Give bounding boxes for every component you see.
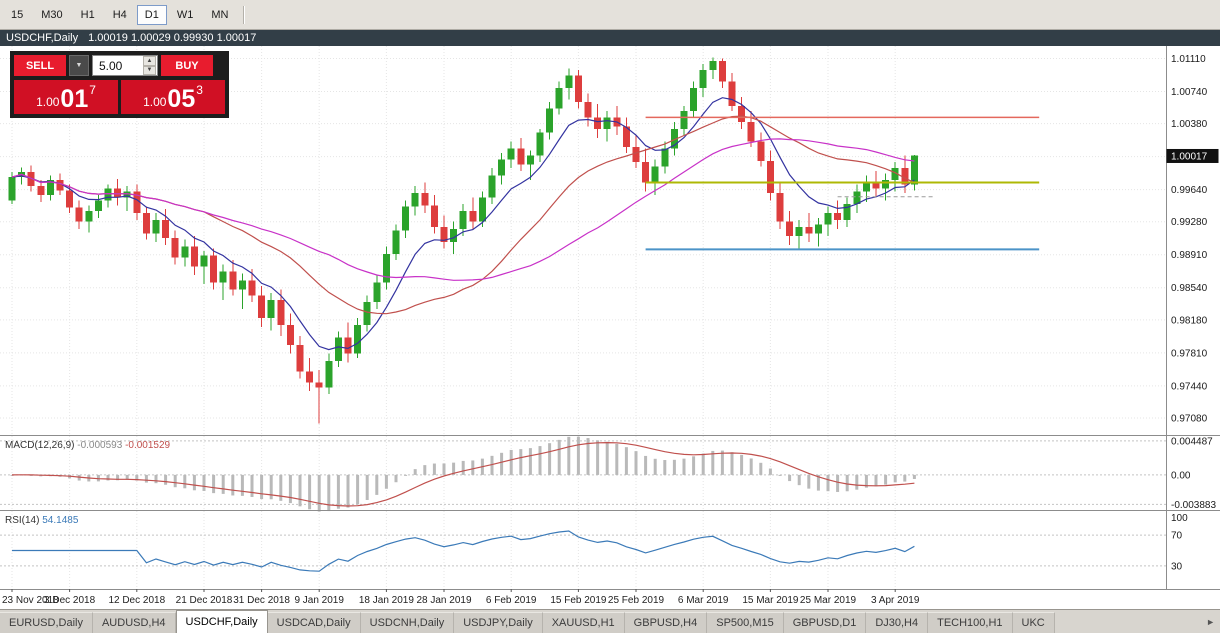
- date-axis-label: 25 Mar 2019: [800, 595, 857, 606]
- timeframe-button-D1[interactable]: D1: [136, 4, 167, 25]
- current-price-label: 1.00017: [1171, 151, 1208, 162]
- timeframe-button-W1[interactable]: W1: [176, 8, 194, 21]
- timeframe-button-H4[interactable]: H4: [112, 8, 127, 21]
- chart-grid: [0, 46, 1166, 589]
- chevron-down-icon: ▼: [75, 62, 83, 69]
- chart-tab[interactable]: GBPUSD,H4: [624, 612, 708, 633]
- chart-titlebar: USDCHF,Daily 1.00019 1.00029 0.99930 1.0…: [0, 30, 1220, 46]
- price-axis-label: 0.99640: [1171, 185, 1208, 196]
- chart-tab[interactable]: DJ30,H4: [866, 612, 929, 633]
- macd-axis-label: 0.004487: [1171, 436, 1213, 447]
- date-axis-label: 9 Jan 2019: [294, 595, 344, 606]
- candlesticks: [8, 57, 918, 424]
- date-axis-label: 15 Feb 2019: [550, 595, 607, 606]
- buy-price-display[interactable]: 1.00 05 3: [121, 80, 225, 114]
- volume-stepper: ▲ ▼: [143, 56, 156, 75]
- macd-signal-line: [11, 441, 915, 507]
- chart-tab[interactable]: TECH100,H1: [928, 612, 1013, 633]
- price-axis-label: 0.97440: [1171, 381, 1208, 392]
- rsi-axis-label: 70: [1171, 531, 1183, 542]
- rsi-axis-label: 100: [1171, 513, 1188, 524]
- date-axis-label: 15 Mar 2019: [742, 595, 799, 606]
- timeframe-button-M30[interactable]: M30: [41, 8, 63, 21]
- chart-tab[interactable]: EURUSD,Daily: [0, 612, 93, 633]
- chart-ohlc-quote: 1.00019 1.00029 0.99930 1.00017: [88, 32, 257, 44]
- chart-tab-bar: EURUSD,Daily AUDUSD,H4 USDCHF,Daily USDCAD,…: [0, 609, 1220, 633]
- rsi-line: [12, 530, 915, 572]
- chart-tab[interactable]: AUDUSD,H4: [92, 612, 176, 633]
- chart-tab[interactable]: USDCNH,Daily: [360, 612, 455, 633]
- price-axis-label: 0.97810: [1171, 348, 1208, 359]
- macd-axis-label: -0.003883: [1171, 500, 1216, 511]
- price-scale[interactable]: 1.01110 1.00740 1.00380 0.99640 0.99280 0.989…: [1166, 46, 1220, 609]
- chart-tab[interactable]: USDJPY,Daily: [454, 612, 543, 633]
- date-axis-label: 25 Feb 2019: [608, 595, 665, 606]
- sell-button[interactable]: SELL: [14, 55, 66, 76]
- macd-panel: [0, 436, 1166, 512]
- sell-price-display[interactable]: 1.00 01 7: [14, 80, 118, 114]
- price-axis-label: 0.99280: [1171, 217, 1208, 228]
- macd-axis-label: 0.00: [1171, 470, 1191, 481]
- price-axis-label: 0.98540: [1171, 283, 1208, 294]
- date-axis-label: 18 Jan 2019: [359, 595, 414, 606]
- chart-canvas[interactable]: 1.01110 1.00740 1.00380 0.99640 0.99280 0.989…: [0, 46, 1220, 609]
- date-axis-label: 23 Nov 2018: [2, 595, 59, 606]
- tab-scroll-right-button[interactable]: ►: [1206, 617, 1215, 627]
- price-axis-label: 1.00380: [1171, 119, 1208, 130]
- chart-tab[interactable]: USDCHF,Daily: [175, 610, 268, 633]
- spin-down-icon[interactable]: ▼: [143, 65, 156, 75]
- chart-title: USDCHF,Daily: [6, 32, 79, 44]
- rsi-axis-label: 30: [1171, 561, 1183, 572]
- date-axis-label: 6 Mar 2019: [678, 595, 729, 606]
- volume-field-wrap: ▲ ▼: [92, 55, 158, 76]
- date-axis-label: 6 Feb 2019: [486, 595, 537, 606]
- date-axis-label: 3 Dec 2018: [44, 595, 96, 606]
- toolbar-separator: [243, 5, 245, 24]
- date-axis-label: 31 Dec 2018: [233, 595, 290, 606]
- timeframe-button-MN[interactable]: MN: [211, 8, 229, 21]
- chart-tab[interactable]: XAUUSD,H1: [542, 612, 625, 633]
- date-axis-label: 3 Apr 2019: [871, 595, 920, 606]
- price-axis-label: 1.01110: [1171, 54, 1206, 65]
- moving-average-lines: [11, 97, 915, 351]
- price-axis-label: 1.00740: [1171, 87, 1208, 98]
- chart-tab[interactable]: UKC: [1012, 612, 1055, 633]
- volume-dropdown-button[interactable]: ▼: [69, 55, 89, 76]
- date-axis-label: 28 Jan 2019: [416, 595, 471, 606]
- spin-up-icon[interactable]: ▲: [143, 56, 156, 66]
- date-axis-label: 12 Dec 2018: [108, 595, 165, 606]
- timeframe-toolbar: 15 M30 H1 H4 D1 W1 MN: [0, 0, 1220, 30]
- volume-input[interactable]: [93, 56, 141, 75]
- price-axis-label: 0.97080: [1171, 413, 1208, 424]
- chart-tab[interactable]: USDCAD,Daily: [267, 612, 361, 633]
- timeframe-button-15[interactable]: 15: [11, 8, 24, 21]
- buy-button[interactable]: BUY: [161, 55, 213, 76]
- price-axis-label: 0.98910: [1171, 250, 1208, 261]
- current-price-marker: [1166, 148, 1219, 163]
- rsi-panel: [0, 530, 1166, 572]
- chart-tab[interactable]: GBPUSD,D1: [783, 612, 867, 633]
- date-axis-label: 21 Dec 2018: [176, 595, 233, 606]
- chart-tab[interactable]: SP500,M15: [707, 612, 784, 633]
- chart-window: USDCHF,Daily 1.00019 1.00029 0.99930 1.0…: [0, 30, 1220, 609]
- price-axis-label: 0.98180: [1171, 315, 1208, 326]
- horizontal-object-lines[interactable]: [645, 116, 1040, 251]
- rsi-indicator-label: RSI(14) 54.1485: [5, 515, 79, 526]
- timeframe-button-H1[interactable]: H1: [80, 8, 95, 21]
- macd-indicator-label: MACD(12,26,9) -0.000593 -0.001529: [5, 440, 171, 451]
